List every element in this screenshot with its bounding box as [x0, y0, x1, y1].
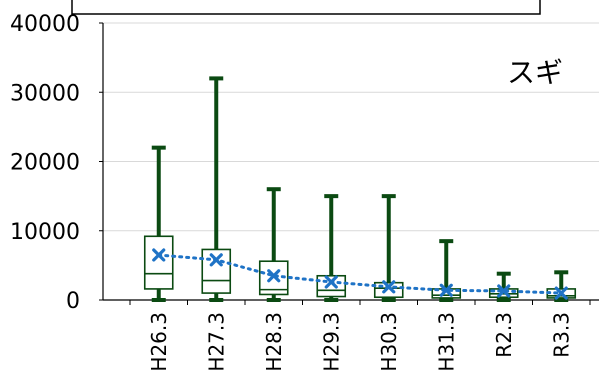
- gridlines: [103, 22, 599, 232]
- x-tick-label: H29.3: [319, 312, 343, 372]
- mean-marker: [497, 284, 511, 298]
- x-tick-label: H26.3: [147, 312, 171, 372]
- x-tick-label: H27.3: [204, 312, 228, 372]
- mean-marker: [554, 286, 568, 300]
- legend-box: [71, 0, 541, 15]
- x-tick-label: R3.3: [549, 312, 573, 358]
- box-H30-3: [373, 194, 404, 302]
- mean-marker: [439, 283, 453, 297]
- mean-marker-stroke: [152, 248, 166, 262]
- x-tick-label: R2.3: [492, 312, 516, 358]
- y-tick-label: 0: [66, 289, 80, 314]
- box-R2-3: [488, 271, 519, 302]
- x-tick-label: H31.3: [434, 312, 458, 372]
- chart-annotation: スギ: [507, 56, 563, 89]
- mean-marker-stroke: [382, 280, 396, 294]
- mean-marker-stroke: [497, 284, 511, 298]
- mean-marker: [382, 280, 396, 294]
- mean-marker-stroke: [439, 283, 453, 297]
- box-R3-3: [546, 270, 577, 302]
- x-tick-label: H28.3: [262, 312, 286, 372]
- box-H29-3: [316, 194, 347, 302]
- mean-marker: [152, 248, 166, 262]
- mean-marker: [209, 253, 223, 267]
- box-body: [143, 235, 174, 290]
- y-tick-label: 30000: [10, 81, 80, 106]
- mean-marker-stroke: [209, 253, 223, 267]
- box-H27-3: [201, 76, 232, 302]
- x-tick-label: H30.3: [377, 312, 401, 372]
- box-H28-3: [258, 187, 289, 302]
- box-body: [316, 274, 347, 298]
- mean-marker: [324, 275, 338, 289]
- mean-marker: [267, 269, 281, 283]
- mean-marker-stroke: [267, 269, 281, 283]
- box-body: [201, 248, 232, 294]
- mean-marker-stroke: [554, 286, 568, 300]
- mean-marker-stroke: [324, 275, 338, 289]
- y-tick-label: 20000: [10, 151, 80, 176]
- tick-labels: 0 10000 20000 30000 40000 H26.3 H27.3 H28.3 H29.…: [10, 12, 573, 372]
- boxplot-series: [143, 76, 577, 302]
- mean-trend-line: [157, 253, 563, 295]
- axes: [99, 22, 599, 305]
- mean-series: [152, 248, 568, 300]
- y-tick-label: 40000: [10, 12, 80, 37]
- box-H26-3: [143, 145, 174, 302]
- y-tick-label: 10000: [10, 220, 80, 245]
